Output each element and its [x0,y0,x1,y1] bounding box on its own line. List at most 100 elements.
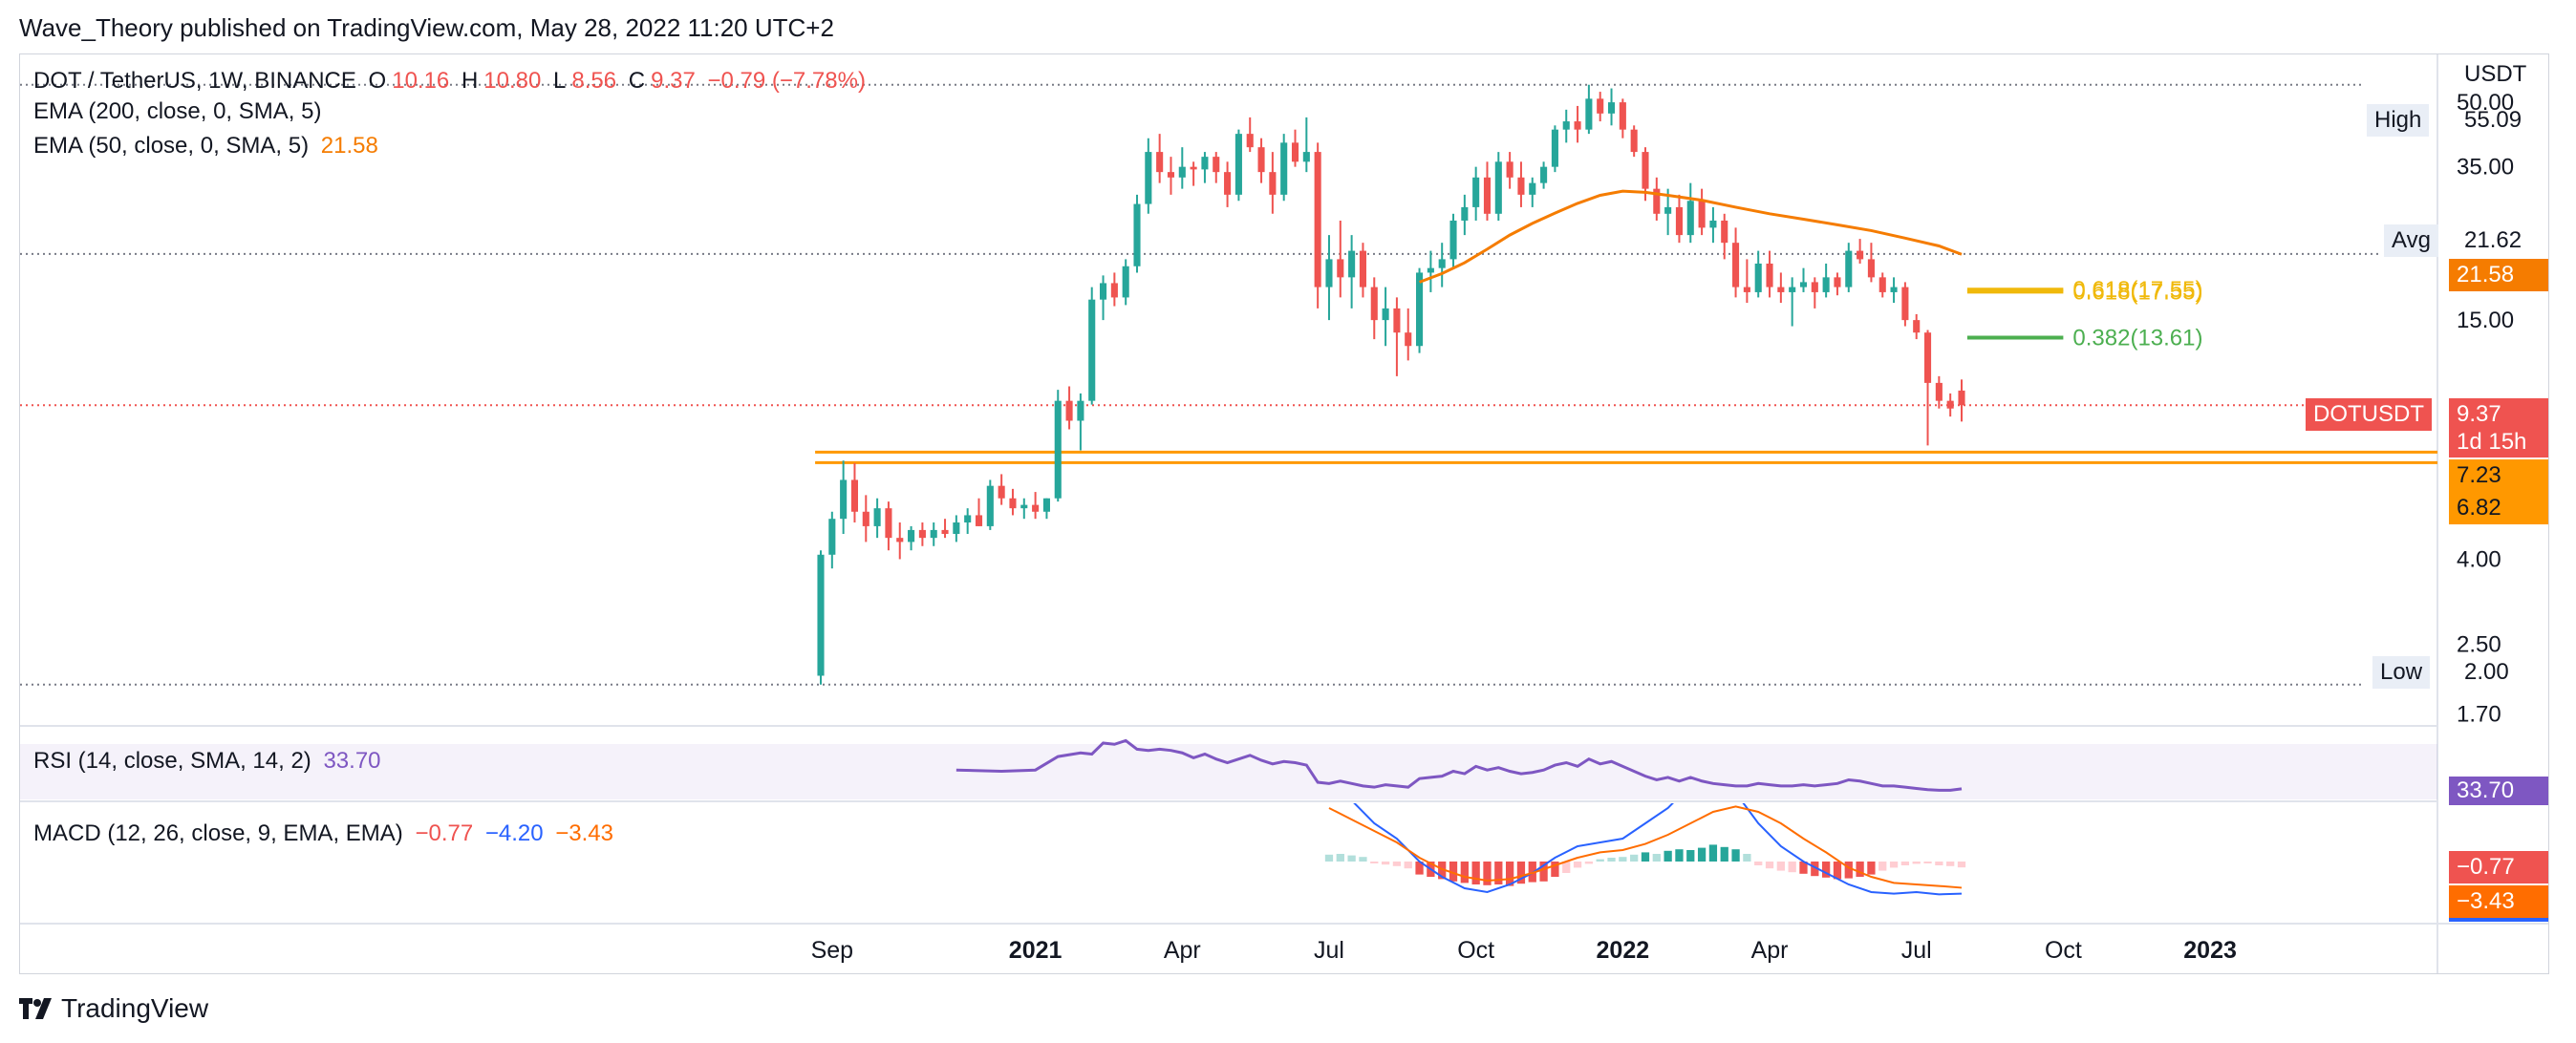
y-tick-label: 50.00 [2457,90,2514,116]
candle-body [817,554,825,676]
ohlc-open: O 10.16 [369,68,450,94]
y-tick-label: 35.00 [2457,155,2514,181]
last-price-tag: 9.37 [2449,398,2548,431]
macd-histogram-bar [1754,862,1763,865]
candle-body [1438,259,1446,268]
candle-body [1348,250,1356,278]
macd-histogram-bar [1505,862,1514,886]
time-tick-label: Apr [1164,937,1201,964]
time-tick-label: Jul [1901,937,1932,964]
macd-histogram-bar [1438,862,1447,880]
y-tick-label: 15.00 [2457,308,2514,333]
macd-histogram-bar [1743,854,1751,862]
macd-histogram-bar [1415,862,1424,875]
candle-body [941,529,949,534]
candle-body [1845,250,1853,287]
candle-body [1811,282,1818,292]
macd-histogram-bar [1347,855,1356,862]
candle-body [975,515,983,526]
macd-histogram-bar [1957,862,1966,868]
candle-body [1946,400,1954,409]
macd-histogram-bar [1856,862,1864,877]
candle-body [1574,121,1581,130]
macd-histogram-bar [1946,862,1955,866]
rsi-legend-value: 33.70 [323,748,381,774]
candle-body [1393,308,1401,333]
time-tick-label: 2021 [1009,937,1063,964]
chart-canvas[interactable]: 1.70 2.50 4.00 15.00 35.00 50.00 Sep 2021 Apr Jul… [20,54,2548,973]
tradingview-brand: TradingView [61,993,209,1023]
symbol-title: DOT / TetherUS, 1W, BINANCE [33,68,356,94]
rsi-value-tag: 33.70 [2449,777,2548,805]
time-tick-label: Apr [1751,937,1789,964]
candle-body [1585,98,1593,130]
macd-label: MACD (12, 26, close, 9, EMA, EMA) [33,820,403,846]
macd-line-legend: −4.20 [484,820,544,846]
macd-histogram-bar [1370,862,1379,863]
symbol-legend: DOT / TetherUS, 1W, BINANCE O 10.16 H 10.8… [33,68,871,95]
y-tick-label: 1.70 [2457,702,2501,728]
candle-body [1923,332,1932,383]
macd-histogram-bar [1765,862,1774,869]
candle-body [862,511,869,526]
candle-body [1337,259,1344,278]
candle-body [1269,172,1277,195]
candle-body [1529,182,1536,195]
ema50-line [1419,189,1963,284]
macd-histogram-bar [1912,862,1921,864]
candle-body [1190,166,1197,170]
candle-body [850,479,859,512]
low-label: L [553,68,567,94]
close-value: 9.37 [651,68,696,94]
macd-histogram-bar [1822,862,1831,878]
time-tick-label: Sep [811,937,853,964]
macd-histogram-bar [1404,862,1412,869]
macd-histogram-bar [1889,862,1899,868]
macd-histogram-bar [1686,850,1695,862]
macd-histogram-bar [1844,862,1853,879]
candle-body [953,522,960,534]
macd-histogram-bar [1336,854,1344,862]
candle-body [1370,287,1378,321]
candle-body [1721,220,1728,244]
macd-hist-legend: −0.77 [415,820,474,846]
ema200-legend: EMA (200, close, 0, SMA, 5) [33,98,327,125]
currency-label: USDT [2464,61,2527,87]
candle-body [1145,152,1152,204]
y-tick-label: 2.50 [2457,631,2501,657]
candle-body [1167,172,1175,178]
candle-body [1483,177,1492,214]
candle-body [896,538,904,543]
macd-hist-tag: −0.77 [2449,851,2548,883]
ohlc-close: C 9.37 [629,68,696,94]
candle-body [1901,287,1909,321]
y-tick-label: 4.00 [2457,546,2501,572]
open-value: 10.16 [392,68,450,94]
macd-histogram-bar [1562,862,1571,873]
ema200-label: EMA (200, close, 0, SMA, 5) [33,98,322,124]
candle-body [1642,152,1649,189]
candle-body [828,519,836,555]
chart-frame[interactable]: 1.70 2.50 4.00 15.00 35.00 50.00 Sep 2021 Apr Jul… [19,53,2549,974]
macd-histogram-bar [1708,844,1718,862]
macd-signal-line [1328,805,1963,889]
candle-body [1619,102,1626,130]
candle-body [1754,263,1762,292]
macd-histogram-bar [1867,862,1876,875]
candle-body [1517,177,1525,195]
macd-histogram-bar [1392,862,1402,866]
macd-histogram-bar [1516,862,1526,884]
macd-histogram-bar [1900,862,1910,865]
close-label: C [628,68,646,94]
macd-histogram-bar [1483,862,1492,885]
ohlc-low: L 8.56 [553,68,616,94]
candle-body [1122,266,1129,298]
time-tick-label: Oct [1457,937,1494,964]
candle-body [840,479,848,520]
support-2-tag: 6.82 [2449,492,2548,524]
candle-body [1257,147,1265,173]
candle-body [1867,259,1875,278]
candle-body [1156,152,1164,173]
low-tag: Low [2372,656,2431,689]
candle-body [1698,201,1706,228]
